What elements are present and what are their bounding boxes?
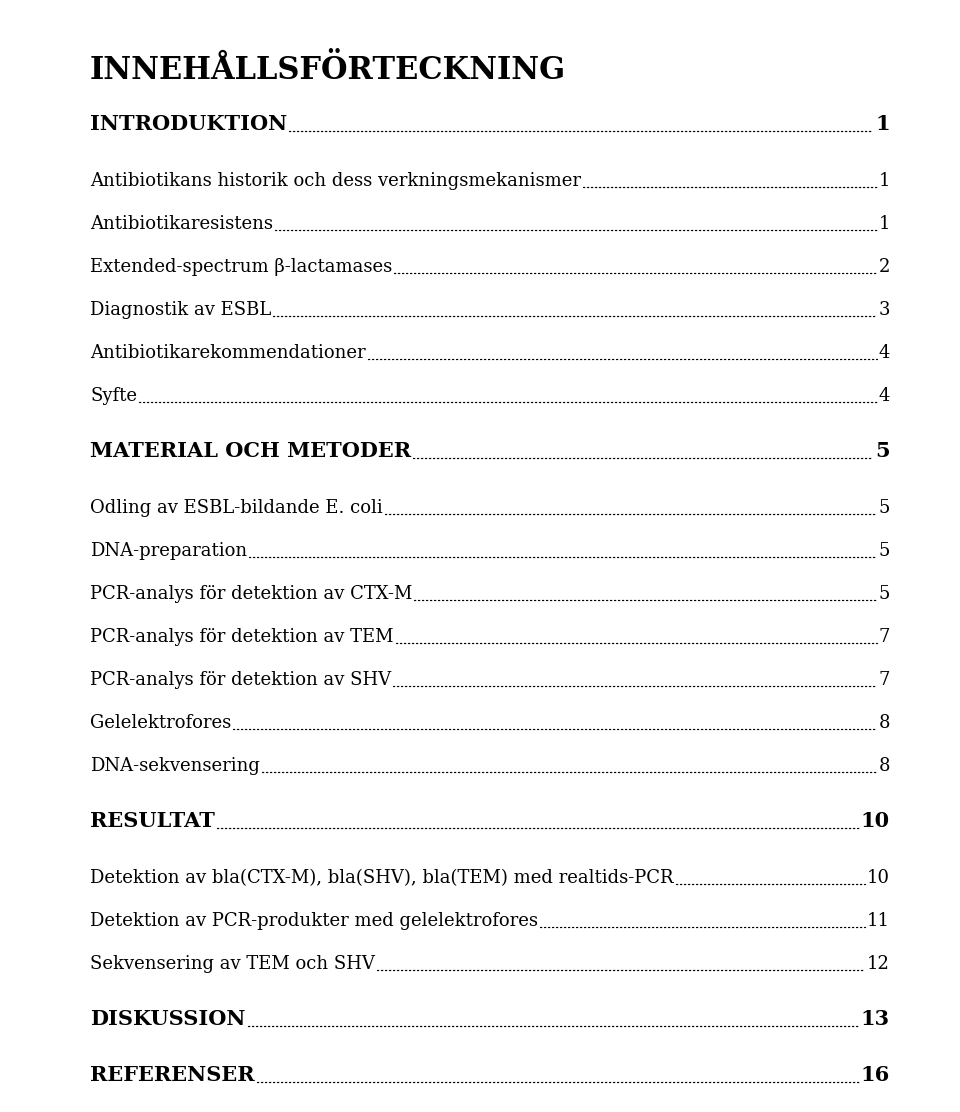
Text: 16: 16 <box>861 1065 890 1085</box>
Text: Detektion av bla(CTX-M), bla(SHV), bla(TEM) med realtids-PCR: Detektion av bla(CTX-M), bla(SHV), bla(T… <box>90 868 674 887</box>
Text: MATERIAL OCH METODER: MATERIAL OCH METODER <box>90 441 411 461</box>
Text: Odling av ESBL-bildande E. coli: Odling av ESBL-bildande E. coli <box>90 499 383 517</box>
Text: PCR-analys för detektion av SHV: PCR-analys för detektion av SHV <box>90 671 391 689</box>
Text: 3: 3 <box>878 301 890 319</box>
Text: Antibiotikarekommendationer: Antibiotikarekommendationer <box>90 344 366 363</box>
Text: 5: 5 <box>878 585 890 603</box>
Text: DNA-preparation: DNA-preparation <box>90 542 247 560</box>
Text: INTRODUKTION: INTRODUKTION <box>90 115 287 135</box>
Text: DISKUSSION: DISKUSSION <box>90 1009 246 1029</box>
Text: 1: 1 <box>876 115 890 135</box>
Text: 7: 7 <box>878 628 890 646</box>
Text: 1: 1 <box>878 215 890 234</box>
Text: Antibiotikans historik och dess verkningsmekanismer: Antibiotikans historik och dess verkning… <box>90 172 581 190</box>
Text: Detektion av PCR-produkter med gelelektrofores: Detektion av PCR-produkter med gelelektr… <box>90 912 538 930</box>
Text: 12: 12 <box>867 955 890 973</box>
Text: 8: 8 <box>878 757 890 775</box>
Text: Gelelektrofores: Gelelektrofores <box>90 714 231 732</box>
Text: 10: 10 <box>861 811 890 831</box>
Text: Sekvensering av TEM och SHV: Sekvensering av TEM och SHV <box>90 955 374 973</box>
Text: 2: 2 <box>878 258 890 276</box>
Text: INNEHÅLLSFÖRTECKNING: INNEHÅLLSFÖRTECKNING <box>90 54 566 86</box>
Text: 10: 10 <box>867 868 890 887</box>
Text: Syfte: Syfte <box>90 387 137 405</box>
Text: 8: 8 <box>878 714 890 732</box>
Text: RESULTAT: RESULTAT <box>90 811 215 831</box>
Text: 5: 5 <box>878 542 890 560</box>
Text: Diagnostik av ESBL: Diagnostik av ESBL <box>90 301 272 319</box>
Text: 4: 4 <box>878 387 890 405</box>
Text: 1: 1 <box>878 172 890 190</box>
Text: Extended-spectrum β-lactamases: Extended-spectrum β-lactamases <box>90 258 393 276</box>
Text: 11: 11 <box>867 912 890 930</box>
Text: 5: 5 <box>878 499 890 517</box>
Text: PCR-analys för detektion av CTX-M: PCR-analys för detektion av CTX-M <box>90 585 413 603</box>
Text: Antibiotikaresistens: Antibiotikaresistens <box>90 215 273 234</box>
Text: PCR-analys för detektion av TEM: PCR-analys för detektion av TEM <box>90 628 394 646</box>
Text: 7: 7 <box>878 671 890 689</box>
Text: DNA-sekvensering: DNA-sekvensering <box>90 757 260 775</box>
Text: 4: 4 <box>878 344 890 363</box>
Text: 13: 13 <box>861 1009 890 1029</box>
Text: REFERENSER: REFERENSER <box>90 1065 254 1085</box>
Text: 5: 5 <box>876 441 890 461</box>
